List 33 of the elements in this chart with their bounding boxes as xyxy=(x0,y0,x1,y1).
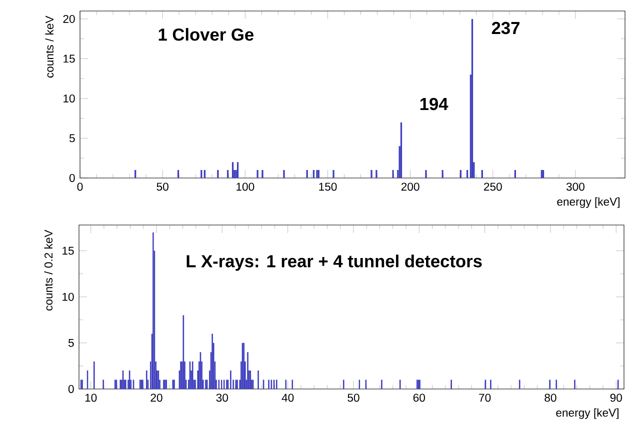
x-tick-label: 150 xyxy=(319,182,337,191)
x-tick-label: 250 xyxy=(484,182,502,191)
x-tick-label: 100 xyxy=(236,182,254,191)
annotation: 194 xyxy=(420,98,448,110)
x-tick-label: 20 xyxy=(150,394,162,402)
y-tick-label: 15 xyxy=(64,54,75,62)
x-axis-title: energy [keV] xyxy=(556,408,618,419)
x-tick-label: 0 xyxy=(77,182,83,191)
x-tick-label: 70 xyxy=(479,394,491,402)
x-tick-label: 200 xyxy=(401,182,420,191)
x-tick-label: 30 xyxy=(216,394,228,402)
x-tick-label: 60 xyxy=(413,394,425,402)
y-axis-title: counts / 0.2 keV xyxy=(44,230,53,310)
y-tick-label: 20 xyxy=(63,14,75,23)
annotation: L X-rays: 1 rear + 4 tunnel detectors xyxy=(186,254,482,271)
y-tick-label: 5 xyxy=(69,134,75,142)
y-tick-label: 15 xyxy=(62,246,74,255)
x-tick-label: 50 xyxy=(348,394,360,402)
x-tick-label: 10 xyxy=(85,394,97,402)
x-axis-title: energy [keV] xyxy=(557,197,620,208)
y-tick-label: 10 xyxy=(62,292,74,301)
y-tick-label: 5 xyxy=(68,338,74,347)
x-tick-label: 90 xyxy=(610,394,622,402)
y-axis-title: counts / keV xyxy=(45,16,54,78)
x-tick-label: 80 xyxy=(544,394,556,402)
y-tick-label: 0 xyxy=(69,174,75,182)
y-tick-label: 10 xyxy=(64,94,75,102)
x-tick-label: 300 xyxy=(566,182,584,191)
annotation: 237 xyxy=(492,22,520,34)
annotation: 1 Clover Ge xyxy=(158,28,254,41)
x-tick-label: 40 xyxy=(282,394,294,402)
y-tick-label: 0 xyxy=(68,384,74,393)
x-tick-label: 50 xyxy=(156,182,168,191)
